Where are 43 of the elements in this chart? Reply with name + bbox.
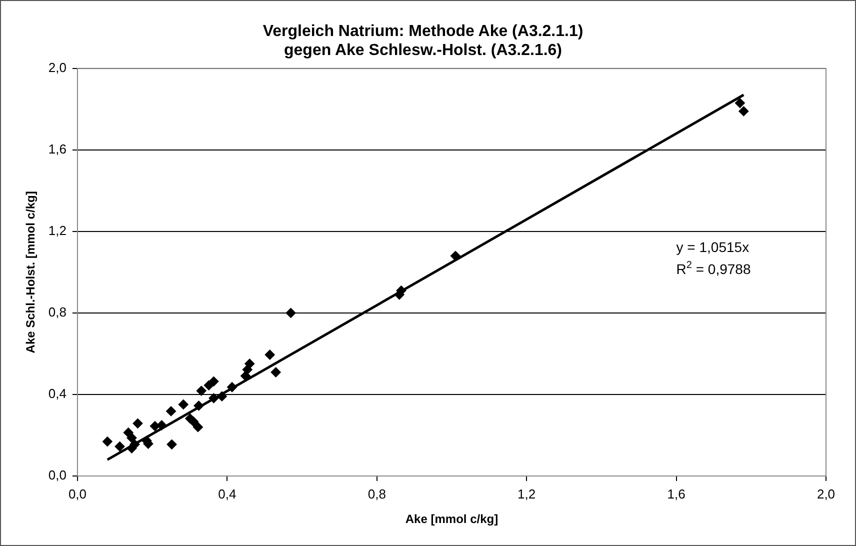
point [204,380,214,390]
y-tick-label: 0,8 [48,304,66,320]
y-axis-title: Ake Schl.-Holst. [mmol c/kg] [24,191,38,354]
point [227,382,238,392]
point [102,436,112,447]
point [156,420,167,430]
y-tick-label: 2,0 [48,60,66,75]
point [216,391,227,402]
point [450,250,460,261]
point [166,406,176,416]
x-tick-label: 0,0 [68,486,87,502]
point [208,393,219,404]
point [264,350,275,360]
point [196,386,206,396]
chart-title: Vergleich Natrium: Methode Ake (A3.2.1.1) gegen Ake Schlesw.-Holst. (A3.2.1.6) [262,23,584,60]
x-tick-label: 2,0 [816,486,836,502]
point [270,367,281,378]
y-tick-label: 1,2 [48,223,66,238]
point [188,416,198,427]
point [286,308,296,318]
point [738,106,749,116]
annotation: y = 1,0515x [676,238,750,255]
point [178,399,188,410]
point [130,439,140,450]
point [240,370,251,381]
point [194,400,204,411]
x-tick-label: 0,8 [368,486,386,502]
point [734,98,745,108]
point [150,421,160,432]
point [192,422,203,432]
y-tick-label: 0,0 [48,468,66,483]
point [132,418,143,428]
point [166,439,177,450]
point [244,358,255,369]
point [208,376,219,386]
y-tick-label: 1,6 [48,142,66,156]
x-tick-label: 0,4 [218,486,236,502]
y-tick-label: 0,4 [48,386,66,402]
point [114,441,125,452]
x-axis-title: Ake [mmol c/kg] [405,512,498,526]
point [126,432,137,443]
x-tick-label: 1,6 [667,486,686,502]
x-tick-label: 1,2 [518,486,536,502]
